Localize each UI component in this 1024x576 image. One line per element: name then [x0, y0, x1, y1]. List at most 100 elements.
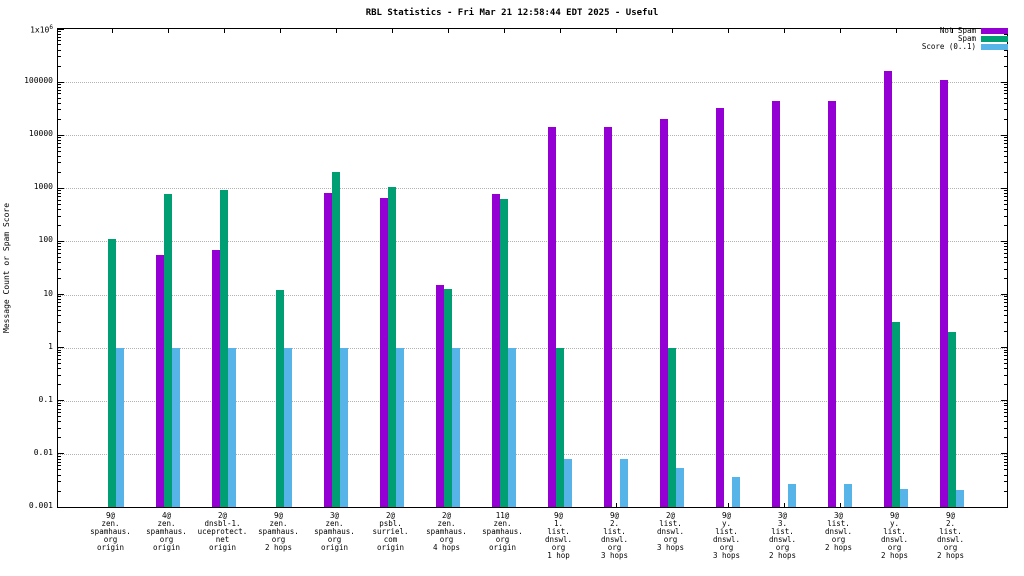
y-minor-tick — [58, 368, 61, 370]
bar-not-spam — [547, 127, 556, 507]
x-axis-label-line: org — [495, 535, 510, 544]
x-axis-label-line: 2@ — [217, 511, 228, 520]
y-minor-tick — [58, 474, 61, 476]
y-major-tick — [58, 240, 64, 242]
y-minor-tick — [1004, 278, 1007, 280]
y-minor-tick — [58, 192, 61, 194]
y-minor-tick — [1004, 155, 1007, 157]
y-minor-tick — [1004, 102, 1007, 104]
y-minor-tick — [58, 33, 61, 35]
y-minor-tick — [58, 321, 61, 323]
y-minor-tick — [58, 89, 61, 91]
y-minor-tick — [58, 461, 61, 463]
x-axis-label-line: zen. — [493, 519, 512, 528]
y-minor-tick — [58, 146, 61, 148]
y-minor-tick — [1004, 305, 1007, 307]
y-minor-tick — [1004, 358, 1007, 360]
y-minor-tick — [1004, 262, 1007, 264]
y-minor-tick — [58, 355, 61, 357]
gridline — [58, 400, 1007, 402]
legend-swatch — [981, 28, 1008, 34]
x-axis-label-line: spamhaus. — [482, 527, 523, 536]
x-axis-label-line: dnsbl-1. — [204, 519, 241, 528]
x-axis-label: 9@ 1. list. dnswl. org 1 hop — [531, 512, 587, 560]
x-axis-label-line: org — [607, 543, 622, 552]
y-major-tick — [58, 81, 64, 83]
x-axis-label-line: spamhaus. — [314, 527, 355, 536]
y-minor-tick — [58, 268, 61, 270]
y-minor-tick — [1004, 86, 1007, 88]
x-axis-label-line: zen. — [157, 519, 176, 528]
y-minor-tick — [58, 40, 61, 42]
y-minor-tick — [58, 150, 61, 152]
bar-not-spam — [939, 79, 948, 507]
x-axis-label-line: dnswl. — [824, 527, 853, 536]
y-minor-tick — [58, 208, 61, 210]
x-axis-label-line: com — [383, 535, 398, 544]
x-axis-label: 9@ 2. list. dnswl. org 2 hops — [923, 512, 979, 560]
x-tick — [839, 503, 841, 507]
bar-score-0-1 — [787, 484, 796, 507]
y-minor-tick — [58, 190, 61, 192]
x-axis-label-line: origin — [96, 543, 125, 552]
bar-spam — [947, 331, 956, 507]
y-tick-label: 10 — [43, 288, 53, 298]
y-minor-tick — [58, 249, 61, 251]
x-axis-label-line: list. — [547, 527, 570, 536]
y-minor-tick — [58, 402, 61, 404]
y-minor-tick — [58, 30, 61, 32]
bar-not-spam — [827, 101, 836, 507]
x-axis-label-line: 2. — [609, 519, 620, 528]
x-axis-label: 2@ dnsbl-1. uceprotect. net origin — [195, 512, 251, 552]
bar-not-spam — [379, 198, 388, 507]
bar-not-spam — [211, 249, 220, 507]
y-minor-tick — [1004, 150, 1007, 152]
y-major-tick — [58, 506, 64, 508]
x-axis-label-line: 2. — [945, 519, 956, 528]
y-tick-label: 10000 — [28, 129, 53, 139]
bar-not-spam — [491, 194, 500, 507]
y-minor-tick — [58, 408, 61, 410]
gridline — [58, 347, 1007, 349]
bar-score-0-1 — [675, 467, 684, 507]
y-minor-tick — [1004, 97, 1007, 99]
y-minor-tick — [1004, 65, 1007, 67]
y-major-tick — [58, 134, 64, 136]
x-tick — [615, 29, 617, 33]
x-axis-label-line: psbl. — [379, 519, 402, 528]
legend-item-score-0-1: Score (0..1) — [922, 43, 1008, 51]
y-minor-tick — [1004, 208, 1007, 210]
x-axis-label-line: 3@ — [777, 511, 788, 520]
bar-score-0-1 — [395, 347, 404, 507]
y-minor-tick — [58, 137, 61, 139]
x-axis-label-line: org — [327, 535, 342, 544]
bar-not-spam — [603, 127, 612, 507]
bar-not-spam — [659, 119, 668, 507]
y-minor-tick — [58, 490, 61, 492]
x-axis-label-line: uceprotect. — [197, 527, 248, 536]
y-tick-label: 0.001 — [28, 501, 53, 510]
x-axis-label-line: org — [831, 535, 846, 544]
y-minor-tick — [1004, 474, 1007, 476]
bar-score-0-1 — [563, 459, 572, 507]
x-axis-label-line: zen. — [269, 519, 288, 528]
y-minor-tick — [1004, 118, 1007, 120]
y-minor-tick — [58, 363, 61, 365]
y-minor-tick — [58, 331, 61, 333]
x-axis-label-line: 2 hops — [936, 551, 965, 560]
x-axis-label-line: 2@ — [441, 511, 452, 520]
bar-score-0-1 — [451, 347, 460, 507]
x-axis-label-line: 2 hops — [768, 551, 797, 560]
x-axis-label: 9@ y. list. dnswl. org 3 hops — [699, 512, 755, 560]
bar-score-0-1 — [339, 347, 348, 507]
y-minor-tick — [1004, 139, 1007, 141]
x-tick — [671, 29, 673, 33]
y-minor-tick — [1004, 56, 1007, 58]
bar-spam — [891, 322, 900, 507]
y-major-tick — [1001, 400, 1007, 402]
y-minor-tick — [1004, 196, 1007, 198]
x-tick — [223, 29, 225, 33]
x-axis-label-line: 1 hop — [547, 551, 570, 560]
y-major-tick — [1001, 134, 1007, 136]
x-tick — [727, 503, 729, 507]
